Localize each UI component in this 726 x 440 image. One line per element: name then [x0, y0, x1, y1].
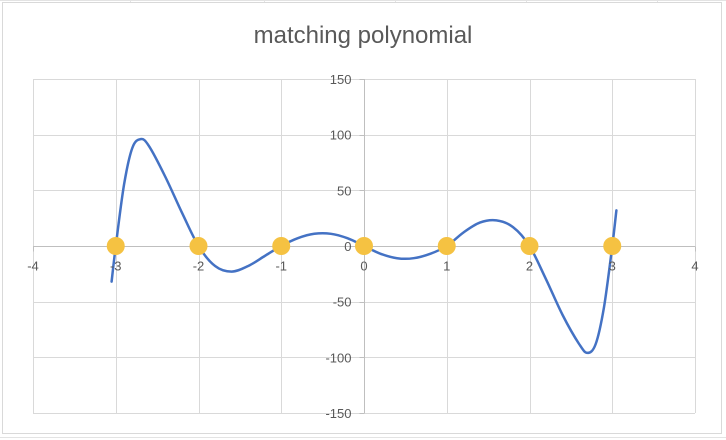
x-tick-label: 4	[691, 259, 698, 274]
y-tick-label: -50	[333, 295, 352, 310]
x-tick-label: 2	[526, 259, 533, 274]
root-marker	[106, 237, 125, 255]
y-tick-label: -100	[325, 350, 351, 365]
root-marker	[520, 237, 539, 255]
x-tick-label: -3	[110, 259, 122, 274]
root-marker	[355, 237, 373, 255]
y-tick-label: 50	[337, 183, 351, 198]
root-marker	[272, 237, 291, 255]
x-tick-label: 0	[360, 259, 367, 274]
y-tick-label: -150	[325, 406, 351, 421]
y-tick-label: 0	[344, 239, 351, 254]
chart-title: matching polynomial	[253, 22, 473, 49]
y-tick-label: 150	[330, 72, 352, 87]
x-tick-label: 3	[609, 259, 616, 274]
root-marker	[189, 237, 208, 255]
x-tick-label: 1	[443, 259, 450, 274]
root-marker	[437, 237, 456, 255]
root-marker	[603, 237, 622, 255]
x-tick-label: -2	[193, 259, 205, 274]
x-tick-label: -4	[27, 259, 39, 274]
chart-area[interactable]	[2, 2, 722, 434]
x-tick-label: -1	[275, 259, 287, 274]
y-tick-label: 100	[330, 128, 352, 143]
